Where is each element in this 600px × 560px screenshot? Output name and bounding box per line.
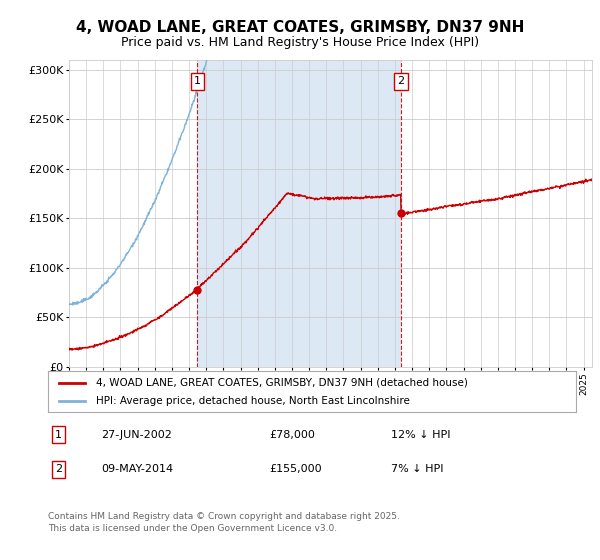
Text: 4, WOAD LANE, GREAT COATES, GRIMSBY, DN37 9NH (detached house): 4, WOAD LANE, GREAT COATES, GRIMSBY, DN3… [95,377,467,388]
Text: £78,000: £78,000 [270,430,316,440]
Text: 27-JUN-2002: 27-JUN-2002 [101,430,172,440]
Text: HPI: Average price, detached house, North East Lincolnshire: HPI: Average price, detached house, Nort… [95,396,409,405]
Text: 1: 1 [194,76,201,86]
Text: 2: 2 [55,464,62,474]
Text: 09-MAY-2014: 09-MAY-2014 [101,464,173,474]
Bar [197,60,401,367]
Text: 4, WOAD LANE, GREAT COATES, GRIMSBY, DN37 9NH: 4, WOAD LANE, GREAT COATES, GRIMSBY, DN3… [76,20,524,35]
Text: £155,000: £155,000 [270,464,322,474]
Text: Price paid vs. HM Land Registry's House Price Index (HPI): Price paid vs. HM Land Registry's House … [121,36,479,49]
Text: 7% ↓ HPI: 7% ↓ HPI [391,464,444,474]
Text: 2: 2 [397,76,404,86]
Text: 1: 1 [55,430,62,440]
Text: Contains HM Land Registry data © Crown copyright and database right 2025.
This d: Contains HM Land Registry data © Crown c… [48,512,400,533]
Text: 12% ↓ HPI: 12% ↓ HPI [391,430,451,440]
